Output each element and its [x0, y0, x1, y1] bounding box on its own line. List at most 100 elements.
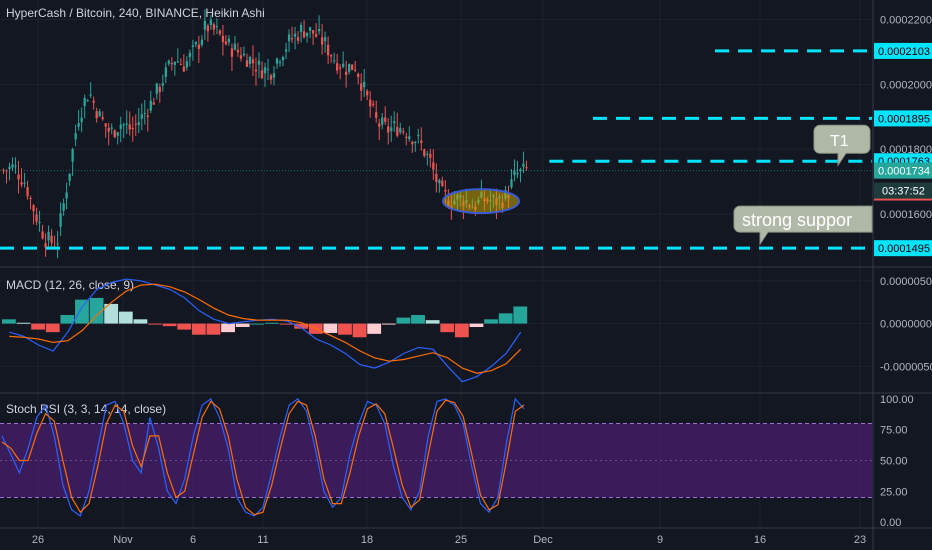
candle-body [47, 231, 50, 241]
candle-body [342, 63, 345, 67]
candle-body [41, 231, 44, 239]
macd-histogram-bar [469, 323, 484, 328]
candle-body [420, 140, 423, 143]
macd-histogram-bar [235, 323, 250, 328]
candle-body [200, 39, 204, 46]
candle-body [71, 149, 74, 162]
candle-body [339, 67, 342, 69]
x-tick-label: 6 [190, 534, 196, 546]
countdown-label: 03:37:52 [882, 186, 925, 198]
candle-body [366, 90, 369, 96]
stoch-d-line [1, 399, 525, 516]
candle-body [290, 38, 294, 40]
candle-body [149, 100, 152, 111]
macd-tick-label: -0.0000050 [880, 361, 932, 373]
macd-histogram-bar [89, 297, 104, 324]
t1-callout[interactable] [813, 124, 871, 167]
price-tick-label: 0.0001600 [880, 209, 932, 221]
macd-tick-label: 0.0000000 [880, 319, 932, 331]
candle-body [417, 134, 420, 137]
candle-body [299, 24, 303, 32]
candle-body [182, 66, 185, 72]
candle-body [224, 41, 228, 45]
candle-body [432, 162, 435, 170]
stoch-tick-label: 50.00 [880, 456, 908, 468]
candle-body [408, 136, 411, 140]
level-tag-label: 0.0001895 [878, 113, 930, 125]
macd-histogram-bar [2, 319, 16, 324]
macd-histogram-bar [338, 323, 352, 335]
macd-histogram-bar [323, 323, 338, 333]
macd-histogram-bar [411, 315, 425, 324]
t1-callout-label: T1 [830, 133, 849, 150]
candle-body [74, 133, 77, 140]
candle-body [251, 59, 255, 64]
level-tag [874, 110, 932, 127]
macd-histogram-bar [440, 323, 455, 333]
countdown-tag [874, 182, 932, 199]
macd-tick-label: 0.0000050 [880, 276, 932, 288]
candle-body [23, 182, 26, 184]
candle-body [405, 136, 408, 139]
macd-histogram-bar [206, 323, 221, 335]
stoch-title: Stoch RSI (3, 3, 14, 14, close) [6, 402, 166, 416]
macd-histogram-bar [16, 322, 31, 324]
candle-body [516, 173, 519, 175]
candle-body [44, 243, 47, 248]
level-tag [874, 42, 932, 59]
price-axis[interactable]: 0.0002200 0.0002000 0.0001800 0.0001600 0.00… [32, 14, 932, 546]
candle-body [305, 32, 309, 37]
price-tick-label: 0.0002000 [880, 79, 932, 91]
candle-body [59, 213, 62, 227]
candle-body [140, 114, 143, 119]
macd-histogram-bar [250, 323, 265, 325]
candle-body [206, 25, 210, 32]
candle-body [38, 221, 41, 223]
macd-histogram-bar [294, 323, 309, 329]
candle-body [62, 203, 65, 211]
candle-body [281, 56, 285, 61]
candle-body [236, 49, 240, 53]
candle-body [86, 100, 89, 102]
candle-body [411, 141, 414, 145]
candle-body [393, 121, 396, 124]
candle-body [381, 117, 384, 125]
signal-line [9, 283, 522, 374]
candle-body [155, 83, 158, 94]
highlight-ellipse[interactable] [442, 188, 520, 215]
candle-body [83, 97, 86, 107]
candle-body [242, 53, 246, 56]
candle-body [218, 30, 222, 34]
candle-body [426, 153, 429, 155]
x-tick-label: 16 [754, 534, 766, 546]
candle-body [248, 56, 252, 64]
stoch-tick-label: 25.00 [880, 486, 908, 498]
candle-body [272, 73, 276, 78]
candle-body [17, 174, 20, 180]
candle-body [191, 45, 195, 47]
macd-pane[interactable]: MACD (12, 26, close, 9) [2, 278, 528, 383]
x-tick-label: 9 [657, 534, 663, 546]
candle-body [92, 100, 95, 103]
macd-histogram-bar [484, 319, 498, 324]
candle-body [161, 83, 164, 86]
candle-body [188, 52, 191, 58]
candle-body [56, 243, 59, 245]
candle-body [173, 62, 176, 65]
price-pane[interactable]: HyperCash / Bitcoin, 240, BINANCE, Heiki… [0, 6, 873, 259]
candle-body [185, 61, 188, 68]
candle-body [266, 68, 270, 70]
candle-body [278, 61, 282, 63]
macd-histogram-bar [279, 323, 294, 325]
support-callout[interactable] [733, 205, 873, 246]
stoch-pane[interactable]: Stoch RSI (3, 3, 14, 14, close) [0, 397, 872, 517]
candle-body [8, 166, 11, 170]
stoch-k-line [1, 397, 525, 517]
candle-body [176, 61, 179, 63]
stoch-tick-label: 100.00 [880, 394, 914, 406]
candle-body [320, 37, 324, 45]
candle-body [314, 34, 318, 37]
candle-body [233, 43, 237, 50]
